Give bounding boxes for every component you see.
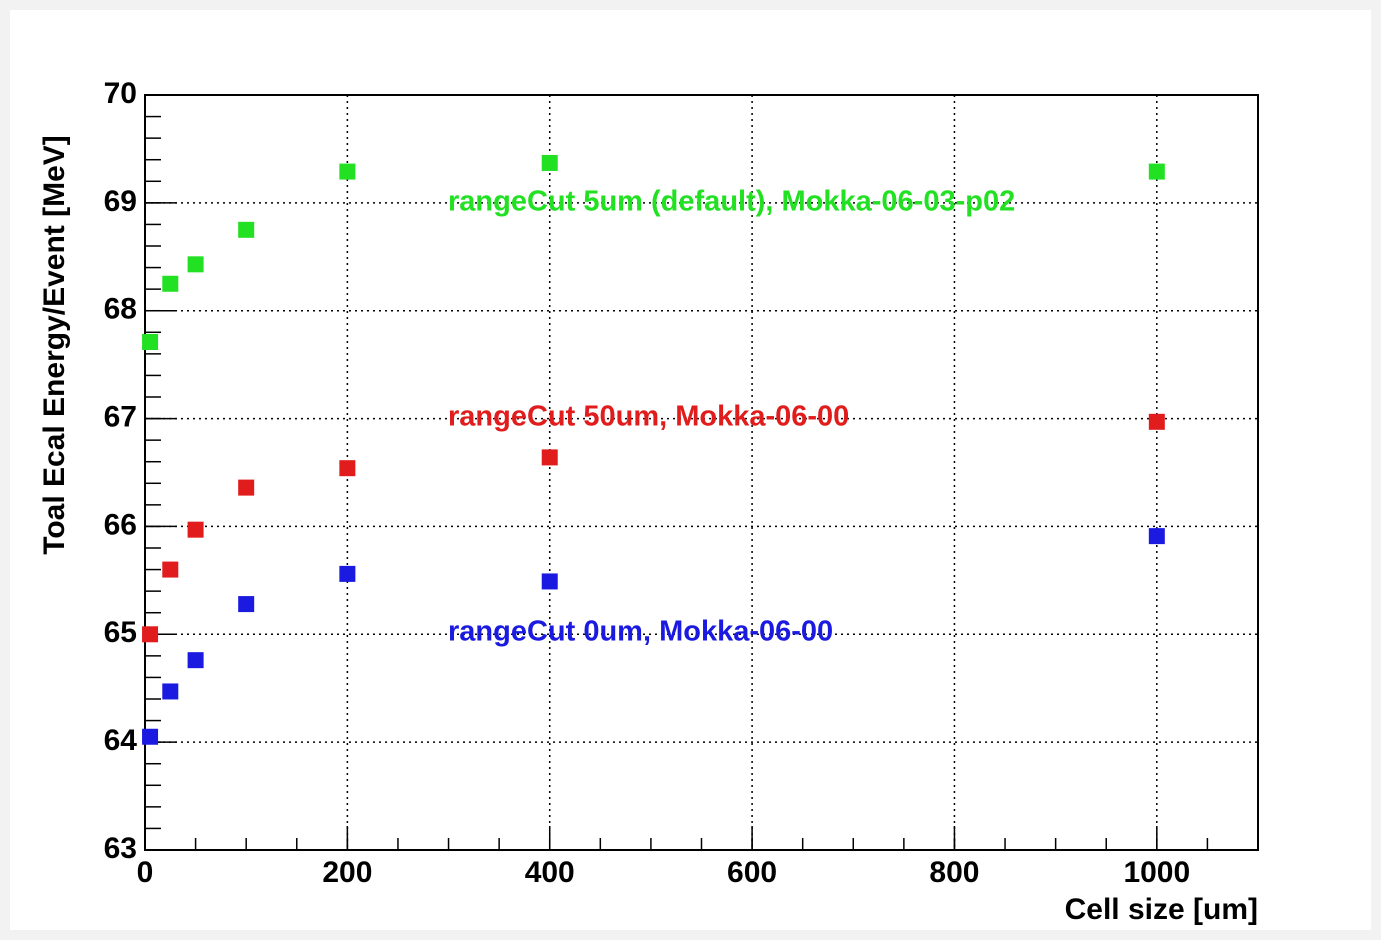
x-tick-label: 1000 xyxy=(1123,856,1190,889)
series-label: rangeCut 5um (default), Mokka-06-03-p02 xyxy=(448,186,1015,218)
y-tick-label: 65 xyxy=(104,616,137,649)
x-tick-label: 600 xyxy=(727,856,777,889)
marker xyxy=(541,154,558,171)
marker xyxy=(1148,413,1165,430)
series-label: rangeCut 0um, Mokka-06-00 xyxy=(448,616,833,648)
marker xyxy=(541,449,558,466)
marker xyxy=(339,460,356,477)
marker xyxy=(162,561,179,578)
y-tick-label: 70 xyxy=(104,77,137,110)
y-axis-title: Toal Ecal Energy/Event [MeV] xyxy=(38,135,71,555)
series-label: rangeCut 50um, Mokka-06-00 xyxy=(448,401,849,433)
marker xyxy=(238,221,255,238)
y-tick-label: 63 xyxy=(104,832,137,865)
marker xyxy=(187,521,204,538)
marker xyxy=(187,652,204,669)
marker xyxy=(142,626,159,643)
marker xyxy=(238,479,255,496)
marker xyxy=(238,596,255,613)
y-tick-label: 69 xyxy=(104,185,137,218)
marker xyxy=(339,565,356,582)
y-tick-label: 66 xyxy=(104,508,137,541)
marker xyxy=(339,163,356,180)
canvas xyxy=(10,10,1371,930)
y-tick-label: 67 xyxy=(104,400,137,433)
y-tick-label: 68 xyxy=(104,293,137,326)
y-tick-label: 64 xyxy=(104,724,138,757)
x-axis-title: Cell size [um] xyxy=(1065,893,1258,926)
marker xyxy=(142,333,159,350)
marker xyxy=(142,728,159,745)
marker xyxy=(162,275,179,292)
x-tick-label: 800 xyxy=(929,856,979,889)
x-tick-label: 0 xyxy=(137,856,154,889)
marker xyxy=(541,573,558,590)
marker xyxy=(1148,528,1165,545)
marker xyxy=(1148,163,1165,180)
marker xyxy=(187,256,204,273)
x-tick-label: 400 xyxy=(525,856,575,889)
x-tick-label: 200 xyxy=(322,856,372,889)
marker xyxy=(162,683,179,700)
